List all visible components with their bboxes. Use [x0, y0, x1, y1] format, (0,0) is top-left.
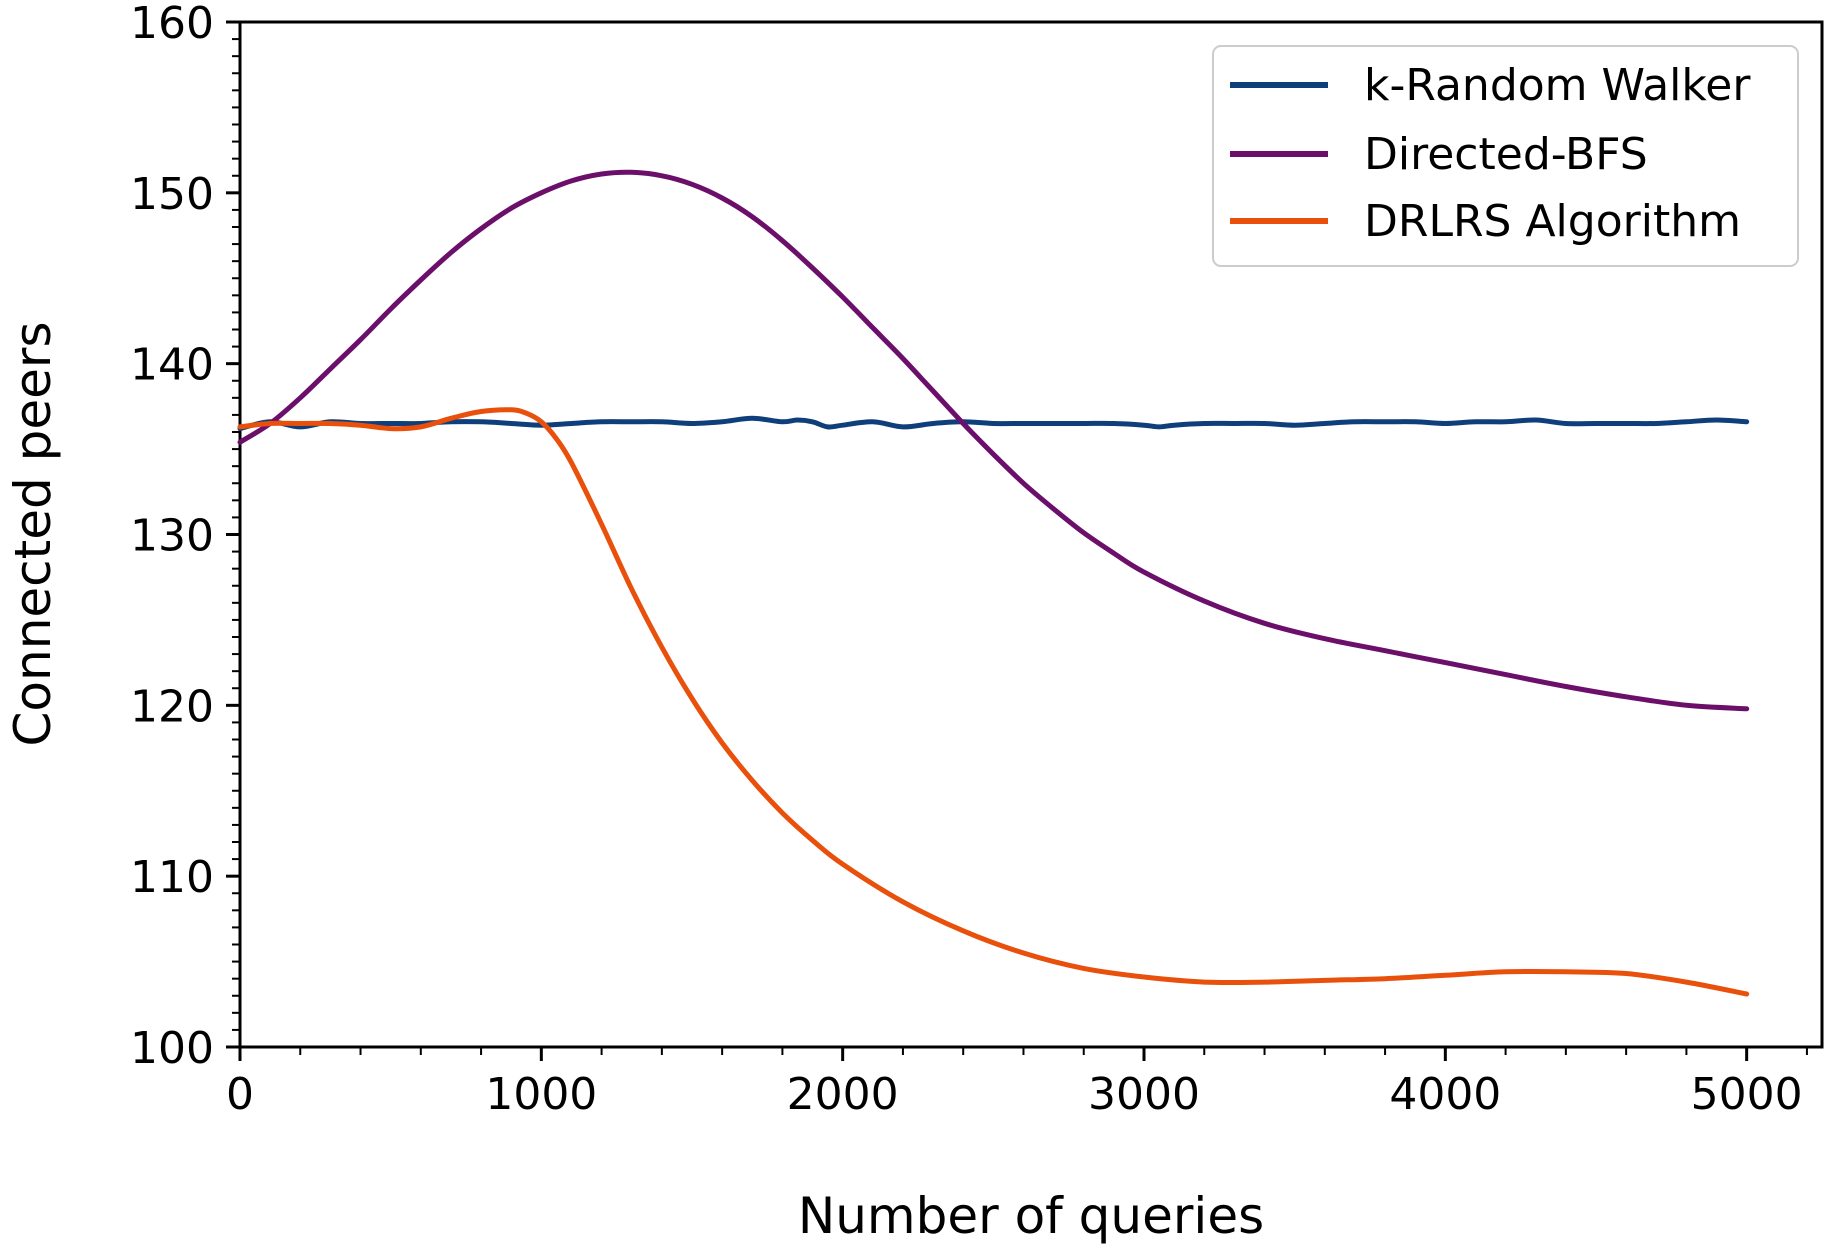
- x-axis-label: Number of queries: [798, 1187, 1264, 1245]
- y-tick-label: 160: [130, 0, 214, 49]
- legend-label-directed-bfs: Directed-BFS: [1364, 129, 1648, 180]
- series-line-drlrs-algorithm: [237, 407, 1750, 997]
- tick-layer: 0 1000 2000 3000 4000 5000 100 110 120 130 140 150 1…: [130, 0, 1808, 1120]
- x-tick-label: 0: [226, 1069, 254, 1120]
- y-tick-label: 140: [130, 340, 214, 391]
- y-axis-label: Connected peers: [4, 322, 62, 747]
- y-tick-label: 100: [130, 1023, 214, 1074]
- y-tick-label: 130: [130, 511, 214, 562]
- y-tick-label: 110: [130, 852, 214, 903]
- series-line-directed-bfs: [237, 169, 1750, 712]
- y-tick-label: 150: [130, 169, 214, 220]
- legend-label-drlrs-algorithm: DRLRS Algorithm: [1364, 196, 1741, 247]
- x-tick-label: 3000: [1088, 1069, 1200, 1120]
- series-layer: [237, 169, 1750, 997]
- x-tick-label: 4000: [1389, 1069, 1501, 1120]
- x-tick-label: 1000: [485, 1069, 597, 1120]
- series-line-k-random-walker: [237, 415, 1750, 432]
- x-tick-label: 2000: [787, 1069, 899, 1120]
- x-tick-label: 5000: [1691, 1069, 1803, 1120]
- legend: k-Random Walker Directed-BFS DRLRS Algor…: [1212, 45, 1799, 267]
- legend-label-k-random-walker: k-Random Walker: [1364, 60, 1751, 111]
- y-tick-label: 120: [130, 681, 214, 732]
- legend-box: [1212, 45, 1799, 267]
